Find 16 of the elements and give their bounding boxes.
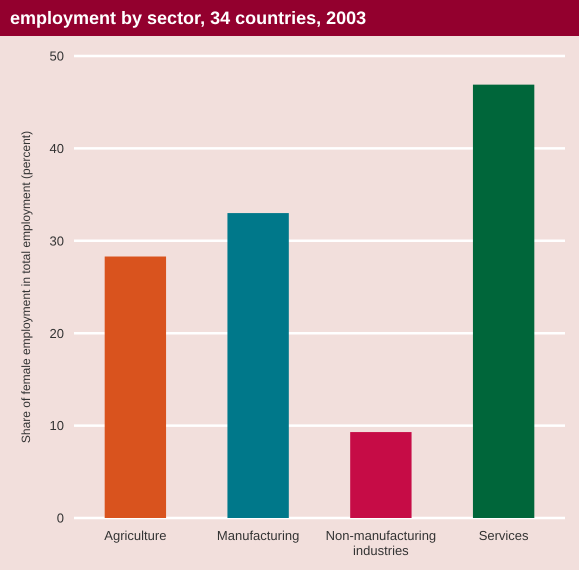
bar bbox=[350, 432, 412, 518]
y-tick-label: 0 bbox=[56, 510, 64, 526]
y-axis-title: Share of female employment in total employment (percent) bbox=[19, 130, 33, 444]
y-tick-label: 10 bbox=[50, 418, 64, 434]
x-tick-label: Non-manufacturing industries bbox=[326, 528, 436, 558]
x-tick-label: Manufacturing bbox=[216, 528, 300, 543]
y-tick-label: 50 bbox=[50, 48, 64, 64]
x-tick-label: Agriculture bbox=[104, 528, 166, 543]
y-tick-label: 40 bbox=[50, 140, 64, 156]
y-tick-label: 20 bbox=[50, 326, 64, 341]
bar bbox=[104, 256, 166, 518]
bar bbox=[227, 213, 289, 518]
bar bbox=[472, 84, 534, 518]
x-tick-label: Services bbox=[478, 528, 530, 543]
chart-title: employment by sector, 34 countries, 2003 bbox=[10, 8, 366, 28]
y-tick-label: 30 bbox=[50, 233, 64, 248]
